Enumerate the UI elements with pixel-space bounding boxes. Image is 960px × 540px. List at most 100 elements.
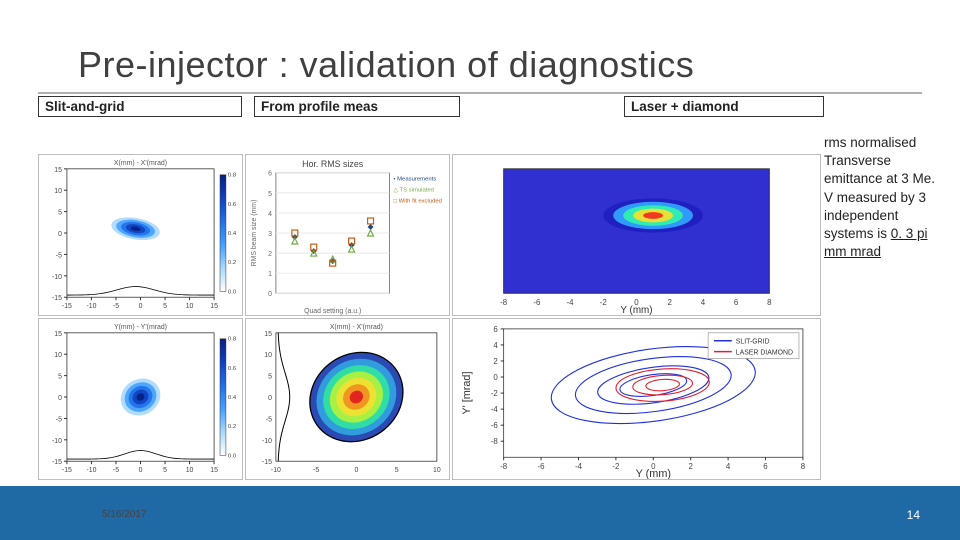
svg-text:5: 5: [268, 191, 272, 198]
column-labels: Slit-and-grid From profile meas Laser + …: [38, 96, 960, 117]
svg-text:2: 2: [689, 462, 693, 471]
svg-text:10: 10: [264, 352, 272, 359]
svg-text:6: 6: [734, 298, 739, 307]
svg-text:5: 5: [268, 374, 272, 381]
label-slit-and-grid: Slit-and-grid: [38, 96, 242, 117]
figure-grid: -15-15-10-10-5-50055101015150.00.20.40.6…: [38, 154, 821, 480]
slide-title: Pre-injector : validation of diagnostics: [0, 0, 960, 86]
summary-text: rms normalised Transverse emittance at 3…: [824, 134, 944, 262]
svg-text:5: 5: [163, 303, 167, 310]
footer-date: 5/16/2017: [102, 509, 147, 520]
svg-text:-15: -15: [52, 459, 62, 466]
svg-text:Hor. RMS sizes: Hor. RMS sizes: [302, 159, 364, 169]
svg-text:0: 0: [354, 467, 358, 474]
svg-text:X(mm) - X'(mrad): X(mm) - X'(mrad): [114, 160, 167, 167]
svg-text:Y (mm): Y (mm): [620, 305, 652, 315]
label-laser-diamond: Laser + diamond: [624, 96, 824, 117]
svg-text:Quad setting (a.u.): Quad setting (a.u.): [304, 308, 361, 315]
svg-text:Y(mm) - Y'(mrad): Y(mm) - Y'(mrad): [114, 324, 167, 331]
svg-text:0: 0: [268, 291, 272, 298]
svg-text:6: 6: [268, 171, 272, 178]
svg-text:10: 10: [54, 188, 62, 195]
svg-text:0.2: 0.2: [228, 424, 236, 430]
svg-text:0: 0: [58, 231, 62, 238]
svg-text:6: 6: [763, 462, 768, 471]
footer-page: 14: [907, 508, 920, 522]
svg-text:8: 8: [767, 298, 772, 307]
svg-text:15: 15: [210, 303, 218, 310]
svg-text:0: 0: [139, 303, 143, 310]
svg-text:-15: -15: [52, 295, 62, 302]
svg-text:0.4: 0.4: [228, 231, 237, 237]
label-profile-meas: From profile meas: [254, 96, 460, 117]
svg-text:0.6: 0.6: [228, 202, 237, 208]
svg-text:5: 5: [395, 467, 399, 474]
svg-text:• Measurements: • Measurements: [393, 177, 436, 183]
svg-text:0.8: 0.8: [228, 173, 237, 179]
svg-text:-5: -5: [56, 252, 62, 259]
svg-text:-8: -8: [500, 462, 508, 471]
svg-text:4: 4: [701, 298, 706, 307]
svg-text:-8: -8: [500, 298, 508, 307]
phase-plot-y: -15-15-10-10-5-50055101015150.00.20.40.6…: [38, 318, 243, 480]
svg-text:10: 10: [186, 303, 194, 310]
svg-text:10: 10: [186, 467, 194, 474]
svg-text:-4: -4: [575, 462, 583, 471]
svg-text:2: 2: [493, 357, 497, 366]
svg-text:LASER DIAMOND: LASER DIAMOND: [736, 350, 793, 357]
svg-text:2: 2: [668, 298, 672, 307]
svg-text:X(mm) - X'(mrad): X(mm) - X'(mrad): [330, 324, 383, 331]
svg-text:0: 0: [139, 467, 143, 474]
rms-plot: 0 1 2 3 4 5 6 Hor. RMS sizes RMS beam size (mm) Q…: [245, 154, 450, 316]
svg-text:-8: -8: [491, 437, 499, 446]
svg-text:-4: -4: [491, 405, 499, 414]
contour-plot: -8-6-4-202468-8-6-4-20246SLIT-GRIDLASER …: [452, 318, 821, 480]
svg-text:-2: -2: [491, 389, 498, 398]
svg-text:-5: -5: [266, 416, 272, 423]
svg-text:-10: -10: [52, 274, 62, 281]
heatmap-plot: -8-6-4-202468Y (mm): [452, 154, 821, 316]
svg-text:0: 0: [58, 395, 62, 402]
svg-text:5: 5: [163, 467, 167, 474]
svg-text:0.6: 0.6: [228, 366, 237, 372]
svg-text:RMS beam size (mm): RMS beam size (mm): [251, 200, 258, 267]
svg-text:-5: -5: [113, 467, 119, 474]
svg-text:10: 10: [433, 467, 441, 474]
svg-text:-4: -4: [567, 298, 575, 307]
svg-text:-10: -10: [262, 438, 272, 445]
svg-text:-2: -2: [612, 462, 619, 471]
svg-text:4: 4: [726, 462, 731, 471]
svg-text:6: 6: [493, 325, 498, 334]
svg-text:4: 4: [268, 211, 272, 218]
svg-text:-15: -15: [62, 303, 72, 310]
svg-text:1: 1: [268, 271, 272, 278]
svg-text:-5: -5: [313, 467, 319, 474]
svg-text:0.0: 0.0: [228, 289, 237, 295]
svg-text:-10: -10: [52, 438, 62, 445]
slide: Pre-injector : validation of diagnostics…: [0, 0, 960, 540]
svg-text:-10: -10: [271, 467, 281, 474]
svg-text:5: 5: [58, 210, 62, 217]
svg-text:-15: -15: [62, 467, 72, 474]
svg-text:△ TS simulated: △ TS simulated: [393, 188, 434, 194]
svg-text:SLIT-GRID: SLIT-GRID: [736, 339, 770, 346]
svg-text:2: 2: [268, 251, 272, 258]
svg-text:Y' [mrad]: Y' [mrad]: [461, 372, 473, 415]
svg-text:3: 3: [268, 231, 272, 238]
svg-text:-2: -2: [600, 298, 607, 307]
svg-text:0.0: 0.0: [228, 453, 237, 459]
svg-text:10: 10: [54, 352, 62, 359]
svg-text:0.2: 0.2: [228, 260, 236, 266]
svg-text:4: 4: [493, 341, 498, 350]
svg-text:15: 15: [54, 167, 62, 174]
svg-text:Y (mm): Y (mm): [636, 468, 671, 479]
svg-text:-15: -15: [262, 459, 272, 466]
svg-text:-6: -6: [491, 421, 499, 430]
svg-text:15: 15: [210, 467, 218, 474]
svg-text:0.4: 0.4: [228, 395, 237, 401]
svg-text:15: 15: [264, 331, 272, 338]
svg-text:-5: -5: [56, 416, 62, 423]
svg-text:8: 8: [801, 462, 806, 471]
svg-text:-5: -5: [113, 303, 119, 310]
svg-text:-6: -6: [538, 462, 546, 471]
